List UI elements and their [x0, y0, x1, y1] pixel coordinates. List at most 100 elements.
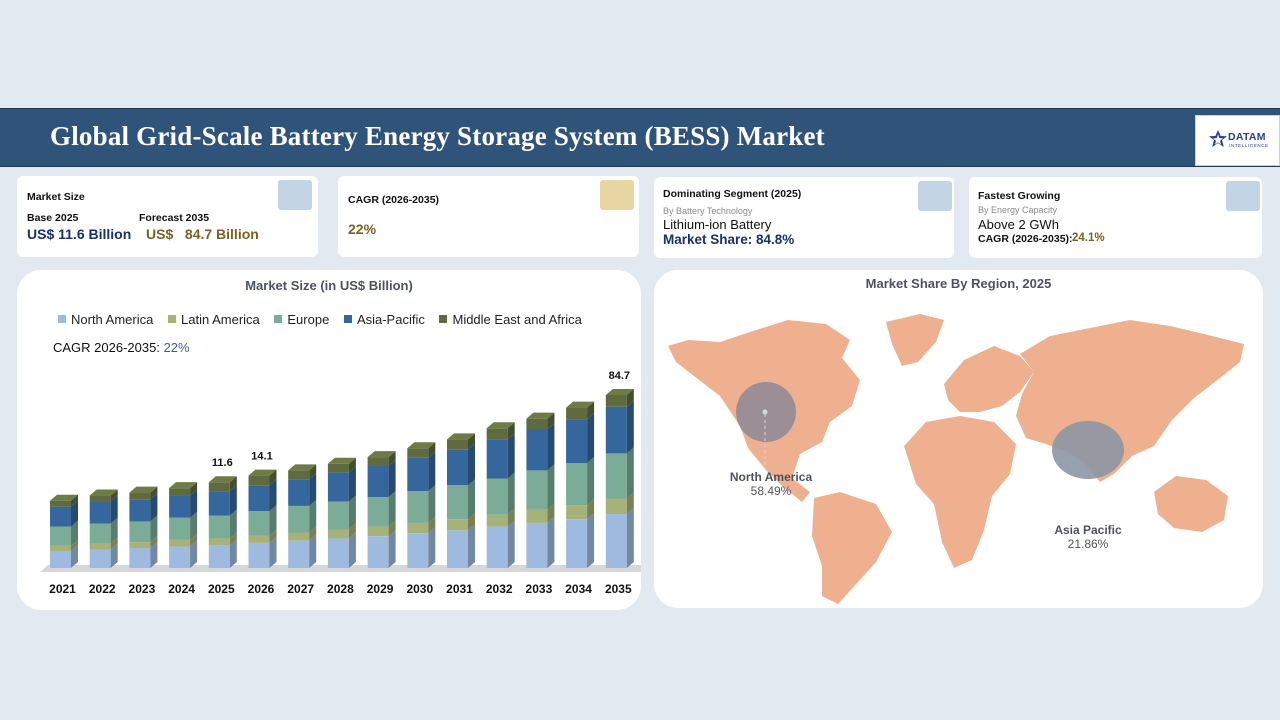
bar-segment-north-america: [407, 527, 436, 568]
bar-front: [50, 545, 71, 551]
bar-front: [367, 526, 389, 537]
bar-segment-asia-pacific: [288, 473, 317, 506]
bar-front: [605, 453, 627, 499]
x-tick-label: 2024: [168, 582, 195, 596]
kpi-fastest-growing: Fastest Growing By Energy Capacity Above…: [969, 177, 1262, 258]
bar-segment-middle-east-and-africa: [208, 476, 237, 492]
kpi-title: Dominating Segment (2025): [663, 188, 802, 200]
bar-side: [547, 412, 555, 430]
bar-side: [348, 457, 356, 473]
kpi-title: CAGR (2026-2035): [348, 194, 440, 206]
bar-segment-europe: [50, 520, 78, 546]
bar-front: [89, 523, 111, 544]
bar-segment-asia-pacific: [407, 451, 436, 492]
x-tick-label: 2021: [49, 582, 76, 596]
bar-segment-asia-pacific: [129, 493, 158, 522]
kpi-sub: By Battery Technology: [663, 206, 753, 216]
bar-side: [587, 513, 595, 568]
bar-front: [327, 529, 349, 539]
bar-front: [486, 439, 508, 479]
bar-side: [150, 493, 158, 522]
bar-segment-latin-america: [407, 516, 436, 534]
bar-segment-asia-pacific: [566, 413, 595, 464]
kpi-swatch: [918, 181, 952, 211]
bar-segment-north-america: [605, 508, 634, 568]
bar-front: [566, 407, 588, 420]
legend-label: Latin America: [181, 312, 260, 327]
bar-front: [566, 505, 588, 520]
bar-front: [248, 542, 270, 568]
bar-front: [447, 449, 468, 486]
bar-front: [327, 501, 349, 530]
bar-segment-north-america: [566, 513, 595, 568]
world-map: [668, 314, 1244, 604]
cagr-note-label: CAGR 2026-2035:: [53, 340, 160, 355]
bar-side: [507, 472, 515, 515]
bar-front: [447, 439, 468, 450]
legend-label: Middle East and Africa: [452, 312, 582, 327]
map-label-north-america: North America 58.49%: [726, 470, 816, 498]
legend-item: Middle East and Africa: [439, 312, 582, 327]
bar-segment-europe: [129, 515, 158, 543]
bar-segment-latin-america: [605, 492, 634, 515]
kpi-title: Fastest Growing: [978, 190, 1061, 202]
logo: DATAM INTELLIGENCE: [1195, 115, 1280, 166]
bar-segment-latin-america: [566, 499, 595, 520]
bar-side: [547, 423, 555, 471]
cagr-note-value: 22%: [163, 340, 190, 355]
fastest-value: Above 2 GWh: [978, 217, 1059, 232]
x-tick-label: 2025: [208, 582, 235, 596]
bar-front: [50, 550, 71, 568]
legend-swatch: [274, 315, 283, 323]
continent-europe: [944, 346, 1034, 412]
page-title: Global Grid-Scale Battery Energy Storage…: [50, 121, 825, 151]
bar-side: [428, 527, 436, 568]
bar-segment-north-america: [248, 536, 277, 568]
fastest-cagr-value: 24.1%: [1072, 232, 1105, 244]
bar-front: [486, 526, 508, 568]
bar-front: [169, 488, 191, 496]
bar-segment-asia-pacific: [248, 479, 277, 512]
bar-side: [110, 543, 118, 568]
bar-segment-asia-pacific: [50, 500, 78, 527]
cagr-value: 22%: [348, 221, 377, 237]
bar-side: [309, 499, 317, 533]
bar-segment-europe: [367, 491, 396, 527]
bar-side: [587, 457, 595, 506]
bar-side: [110, 495, 118, 524]
bar-segment-latin-america: [447, 513, 475, 531]
map-region-share: 21.86%: [1067, 537, 1109, 551]
bar-front: [605, 498, 627, 515]
bar-segment-north-america: [169, 540, 198, 568]
chart-cagr-note: CAGR 2026-2035: 22%: [53, 340, 190, 355]
bar-segment-europe: [566, 457, 595, 506]
x-tick-label: 2035: [605, 582, 632, 596]
stacked-bar-chart: 2021 2022 2023 2024 2025 11.6 2026 14.1 2027 2028…: [40, 370, 641, 596]
bar-data-label: 84.7: [609, 370, 630, 382]
bar-segment-europe: [605, 447, 634, 499]
bar-front: [407, 457, 429, 492]
bar-front: [605, 514, 627, 568]
bar-segment-middle-east-and-africa: [169, 482, 198, 496]
bar-segment-middle-east-and-africa: [447, 433, 475, 450]
bar-side: [626, 389, 634, 407]
bar-side: [388, 459, 396, 498]
bar-side: [587, 413, 595, 464]
kpi-sub: By Energy Capacity: [978, 205, 1058, 215]
bar-side: [388, 491, 396, 527]
bar-side: [507, 433, 515, 479]
x-tick-label: 2028: [327, 582, 354, 596]
bar-front: [367, 536, 389, 568]
bar-front: [526, 522, 548, 568]
bar-side: [110, 489, 118, 502]
bar-front: [248, 511, 270, 536]
bar-segment-north-america: [288, 534, 317, 568]
bar-front: [605, 395, 627, 407]
bar-front: [566, 419, 588, 464]
bar-segment-north-america: [486, 520, 515, 568]
bar-data-label: 11.6: [212, 457, 233, 469]
legend-item: Latin America: [168, 312, 260, 327]
continent-greenland: [886, 314, 944, 366]
bar-front: [288, 479, 310, 506]
bar-top: [566, 401, 595, 408]
